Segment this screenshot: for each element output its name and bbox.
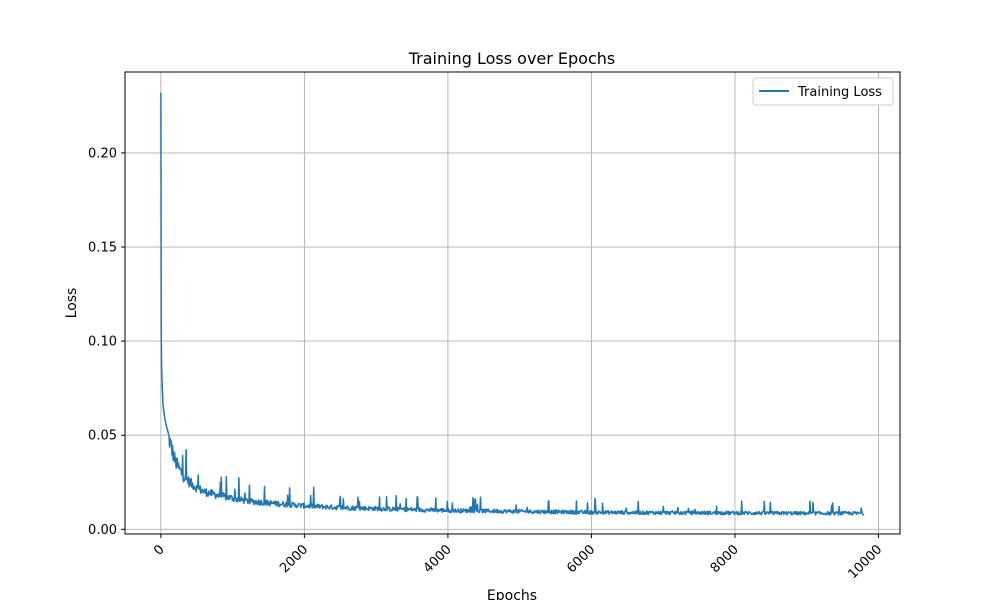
y-axis-label: Loss [64, 288, 80, 319]
grid-lines [125, 72, 900, 534]
y-tick-label: 0.00 [88, 523, 117, 538]
legend: Training Loss [752, 77, 894, 106]
legend-label-training-loss: Training Loss [797, 85, 882, 100]
legend-box [752, 77, 894, 106]
plot-area [125, 72, 900, 534]
y-tick-label: 0.20 [88, 146, 117, 161]
x-tick-label: 0 [151, 542, 167, 558]
series-line-training-loss [160, 92, 865, 516]
x-tick-label: 10000 [845, 542, 885, 582]
series-lines [160, 92, 865, 516]
plot-frame [124, 71, 901, 535]
x-axis-label: Epochs [487, 588, 537, 600]
chart-title: Training Loss over Epochs [408, 49, 616, 68]
x-tick-label: 4000 [421, 542, 455, 576]
x-tick-label: 2000 [277, 542, 311, 576]
y-tick-label: 0.15 [88, 241, 117, 256]
x-tick-label: 8000 [708, 542, 742, 576]
x-tick-label: 6000 [564, 542, 598, 576]
y-tick-label: 0.05 [88, 429, 117, 444]
y-tick-label: 0.10 [88, 335, 117, 350]
